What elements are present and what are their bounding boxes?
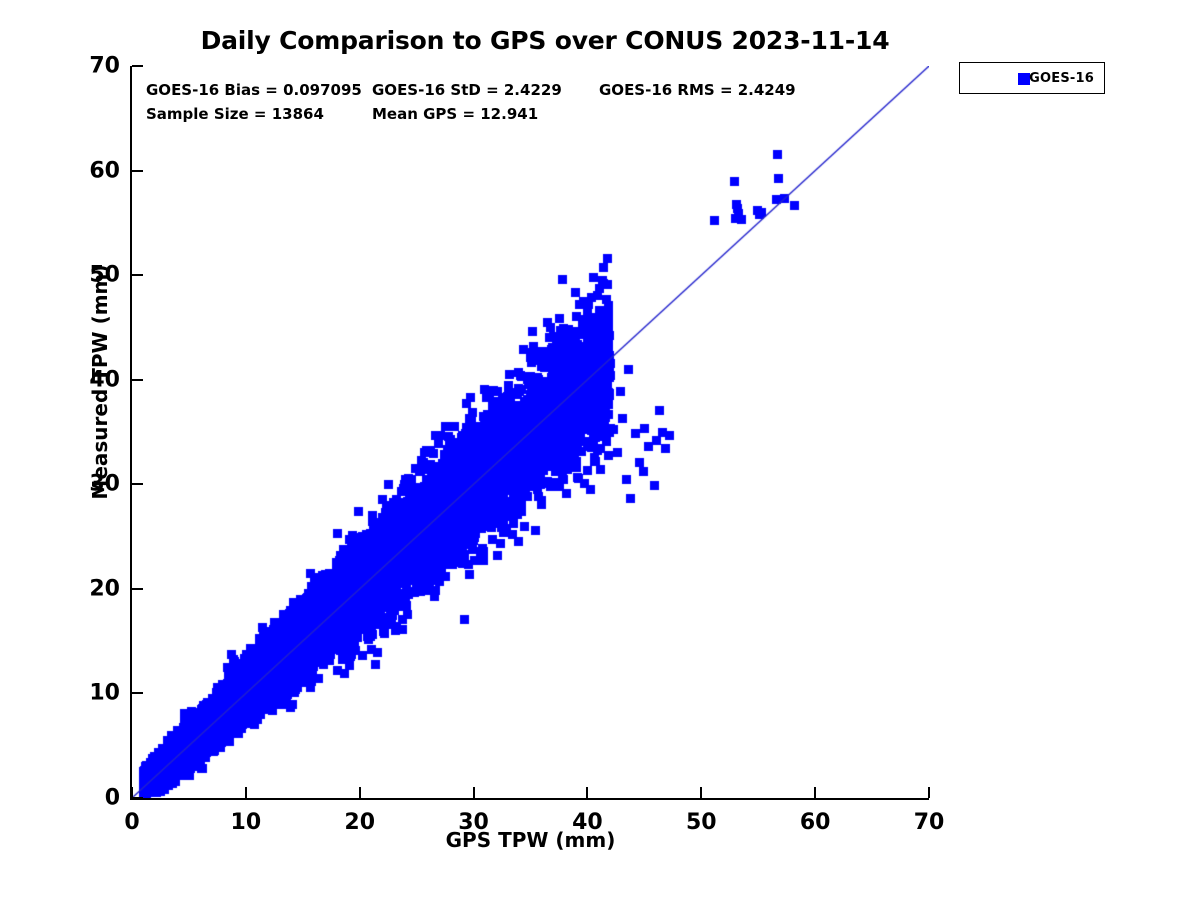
y-tick-label-70: 70 xyxy=(89,53,120,79)
x-tick-50 xyxy=(700,787,703,798)
y-tick-label-60: 60 xyxy=(89,158,120,184)
x-tick-60 xyxy=(814,787,817,798)
x-tick-label-0: 0 xyxy=(124,810,140,835)
x-axis-line xyxy=(130,798,929,800)
chart-legend: GOES-16 xyxy=(959,62,1105,94)
y-tick-40 xyxy=(132,378,143,381)
x-tick-label-20: 20 xyxy=(344,810,376,835)
y-tick-50 xyxy=(132,274,143,277)
plot-area: 0 10 20 30 40 50 60 70 0 10 20 30 40 50 60 70 xyxy=(89,54,944,836)
annotation-3: Sample Size = 13864 xyxy=(146,105,324,123)
y-tick-label-20: 20 xyxy=(89,576,120,602)
y-axis-label: Measured TPW (mm) xyxy=(88,264,112,500)
page-title: Daily Comparison to GPS over CONUS 2023-… xyxy=(200,26,890,55)
x-tick-0 xyxy=(131,787,133,798)
x-tick-70 xyxy=(928,787,930,798)
legend-marker-goes-16 xyxy=(1018,73,1030,85)
annotation-0: GOES-16 Bias = 0.097095 xyxy=(146,81,362,99)
x-axis-label: GPS TPW (mm) xyxy=(445,828,616,852)
x-tick-label-50: 50 xyxy=(685,810,717,835)
x-tick-10 xyxy=(244,787,247,798)
annotation-1: GOES-16 StD = 2.4229 xyxy=(372,81,562,99)
y-tick-70 xyxy=(132,65,143,67)
y-axis-line xyxy=(130,66,132,800)
legend-label-goes-16: GOES-16 xyxy=(1029,71,1094,86)
y-tick-label-50: 50 xyxy=(89,262,120,288)
y-tick-10 xyxy=(132,692,143,695)
y-tick-0 xyxy=(132,797,143,799)
annotation-4: Mean GPS = 12.941 xyxy=(372,105,539,123)
x-tick-label-10: 10 xyxy=(230,810,262,835)
y-tick-label-0: 0 xyxy=(104,785,120,811)
x-tick-label-70: 70 xyxy=(913,810,945,835)
y-tick-label-40: 40 xyxy=(89,367,120,393)
y-tick-60 xyxy=(132,169,143,172)
x-tick-label-40: 40 xyxy=(572,810,603,835)
y-tick-label-30: 30 xyxy=(89,471,120,497)
x-tick-label-60: 60 xyxy=(799,810,831,835)
x-tick-40 xyxy=(586,787,589,798)
y-tick-20 xyxy=(132,587,143,590)
x-tick-20 xyxy=(358,787,361,798)
scatter-plot-canvas xyxy=(132,66,929,798)
y-tick-30 xyxy=(132,483,143,486)
annotation-2: GOES-16 RMS = 2.4249 xyxy=(599,81,796,99)
x-tick-label-30: 30 xyxy=(458,810,489,835)
y-tick-label-10: 10 xyxy=(89,680,120,706)
x-tick-30 xyxy=(472,787,475,798)
